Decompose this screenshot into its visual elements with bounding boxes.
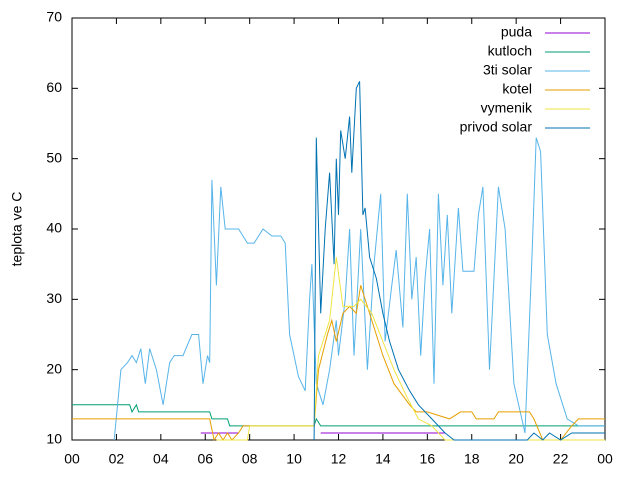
legend-label: privod solar <box>460 119 533 135</box>
legend-label: puda <box>501 24 532 40</box>
series-line <box>113 137 605 441</box>
series-line <box>216 257 605 441</box>
x-tick-label: 14 <box>375 451 391 467</box>
x-tick-label: 00 <box>64 451 80 467</box>
y-tick-label: 20 <box>46 360 62 376</box>
x-tick-label: 08 <box>242 451 258 467</box>
x-tick-label: 10 <box>286 451 302 467</box>
y-tick-label: 10 <box>46 431 62 447</box>
y-tick-label: 60 <box>46 79 62 95</box>
legend-label: kotel <box>502 81 532 97</box>
legend-label: 3ti solar <box>483 62 532 78</box>
x-tick-label: 16 <box>420 451 436 467</box>
x-tick-label: 12 <box>331 451 347 467</box>
x-tick-label: 02 <box>109 451 125 467</box>
x-tick-label: 22 <box>553 451 569 467</box>
y-axis-label: teplota ve C <box>9 192 25 267</box>
series-line <box>72 285 605 442</box>
y-tick-label: 50 <box>46 149 62 165</box>
x-tick-label: 20 <box>508 451 524 467</box>
x-tick-label: 06 <box>197 451 213 467</box>
legend-label: vymenik <box>481 100 533 116</box>
y-tick-label: 40 <box>46 220 62 236</box>
y-tick-label: 70 <box>46 9 62 25</box>
series-line <box>313 81 605 441</box>
x-tick-label: 00 <box>597 451 613 467</box>
x-tick-label: 18 <box>464 451 480 467</box>
y-tick-label: 30 <box>46 290 62 306</box>
legend-label: kutloch <box>488 43 532 59</box>
series-line <box>72 403 605 427</box>
x-tick-label: 04 <box>153 451 169 467</box>
